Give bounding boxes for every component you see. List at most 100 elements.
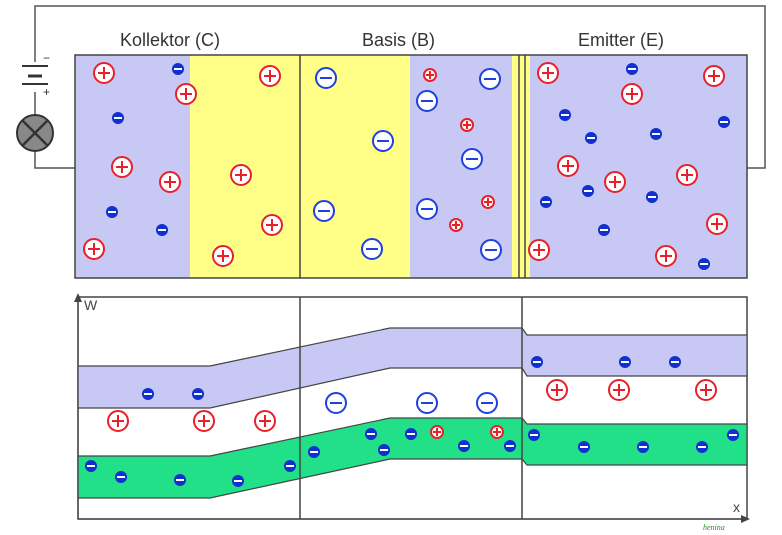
hole <box>546 379 568 401</box>
battery-icon: − + <box>22 51 50 99</box>
hole <box>259 65 281 87</box>
electron <box>106 206 118 218</box>
electron <box>156 224 168 236</box>
electron <box>284 460 296 472</box>
electron-ring <box>325 392 347 414</box>
hole <box>261 214 283 236</box>
hole <box>430 425 444 439</box>
electron-ring <box>476 392 498 414</box>
hole <box>159 171 181 193</box>
electron-ring <box>479 68 501 90</box>
electron <box>582 185 594 197</box>
electron <box>115 471 127 483</box>
hole <box>676 164 698 186</box>
hole <box>621 83 643 105</box>
electron <box>626 63 638 75</box>
electron <box>172 63 184 75</box>
hole <box>537 62 559 84</box>
electron-ring <box>416 392 438 414</box>
lamp-icon <box>16 114 54 152</box>
electron-ring <box>461 148 483 170</box>
electron <box>531 356 543 368</box>
valence-band <box>77 417 748 499</box>
hole <box>93 62 115 84</box>
electron <box>378 444 390 456</box>
electron <box>112 112 124 124</box>
electron <box>718 116 730 128</box>
hole <box>212 245 234 267</box>
electron-ring <box>480 239 502 261</box>
electron-ring <box>372 130 394 152</box>
electrons-valence <box>85 428 739 487</box>
hole <box>460 118 474 132</box>
base-label: Basis (B) <box>362 30 436 50</box>
electron-ring <box>416 90 438 112</box>
electron <box>528 429 540 441</box>
electron <box>696 441 708 453</box>
hole <box>254 410 276 432</box>
band-diagram: W x henina <box>74 293 750 532</box>
axis-w-label: W <box>84 297 98 313</box>
collector-label: Kollektor (C) <box>120 30 221 50</box>
holes-top <box>83 62 728 267</box>
holes-bottom <box>107 379 717 432</box>
electron <box>365 428 377 440</box>
hole <box>490 425 504 439</box>
electron <box>232 475 244 487</box>
signature: henina <box>703 523 725 532</box>
circuit-wire <box>34 5 766 169</box>
electron <box>308 446 320 458</box>
electron <box>142 388 154 400</box>
electrons-bound-bottom <box>325 392 498 414</box>
electron <box>637 441 649 453</box>
electron <box>585 132 597 144</box>
hole <box>703 65 725 87</box>
hole <box>175 83 197 105</box>
holes-base-small <box>423 68 495 232</box>
axis-x-label: x <box>733 499 740 515</box>
holes-valence-small <box>430 425 504 439</box>
hole <box>193 410 215 432</box>
base-depletion <box>300 55 410 278</box>
hole <box>604 171 626 193</box>
electron <box>540 196 552 208</box>
electron <box>85 460 97 472</box>
hole <box>83 238 105 260</box>
hole <box>230 164 252 186</box>
emitter-depletion <box>512 55 530 278</box>
battery-plus: + <box>43 85 50 99</box>
electron-ring <box>313 200 335 222</box>
hole <box>655 245 677 267</box>
hole <box>481 195 495 209</box>
electron <box>727 429 739 441</box>
electrons-free-top <box>106 63 730 270</box>
electron-ring <box>416 198 438 220</box>
hole <box>107 410 129 432</box>
hole <box>111 156 133 178</box>
electron <box>405 428 417 440</box>
electron <box>504 440 516 452</box>
semiconductor-block <box>74 54 748 279</box>
electrons-conduction <box>142 356 681 400</box>
electron <box>174 474 186 486</box>
electron <box>598 224 610 236</box>
hole <box>695 379 717 401</box>
electron <box>578 441 590 453</box>
electrons-bound-top <box>313 67 502 261</box>
electron <box>192 388 204 400</box>
hole <box>423 68 437 82</box>
electron-ring <box>361 238 383 260</box>
hole <box>608 379 630 401</box>
electron <box>559 109 571 121</box>
electron-ring <box>315 67 337 89</box>
conduction-band <box>77 327 748 409</box>
hole <box>557 155 579 177</box>
electron <box>698 258 710 270</box>
electron <box>646 191 658 203</box>
electron <box>458 440 470 452</box>
hole <box>706 213 728 235</box>
emitter-label: Emitter (E) <box>578 30 665 50</box>
battery-minus: − <box>43 51 50 65</box>
electron <box>669 356 681 368</box>
